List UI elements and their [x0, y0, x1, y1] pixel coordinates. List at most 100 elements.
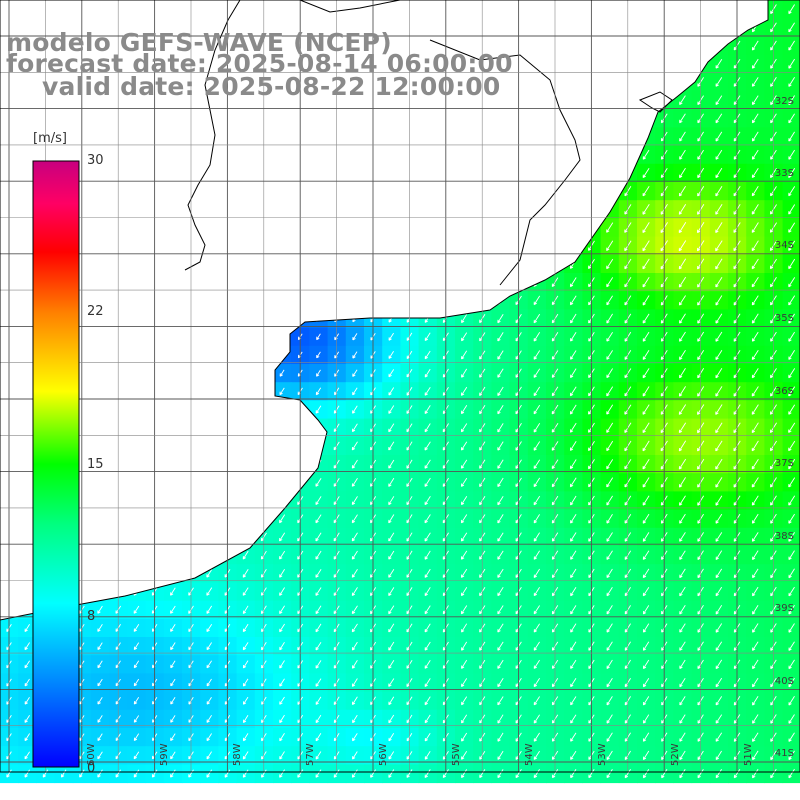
- wind-arrow: [460, 532, 468, 542]
- wind-arrow: [679, 659, 686, 669]
- wind-arrow: [497, 332, 504, 342]
- wind-arrow: [533, 623, 540, 633]
- wind-arrow: [461, 732, 468, 742]
- wind-arrow: [297, 769, 304, 778]
- wind-arrow: [497, 514, 504, 524]
- wind-arrow: [715, 386, 723, 397]
- wind-arrow: [461, 769, 468, 778]
- wind-arrow: [751, 477, 759, 488]
- wind-arrow: [715, 313, 723, 324]
- wind-arrow: [570, 568, 577, 578]
- wind-arrow: [788, 623, 795, 633]
- lat-label: 40S: [774, 676, 794, 687]
- wind-arrow: [788, 167, 796, 178]
- lat-lon-grid: [0, 0, 800, 772]
- wind-arrow: [678, 185, 686, 197]
- wind-arrow: [570, 769, 577, 779]
- wind-arrow: [679, 513, 686, 524]
- wind-arrow: [642, 295, 650, 306]
- wind-arrow: [388, 514, 395, 524]
- wind-arrow: [533, 441, 541, 451]
- wind-arrow: [97, 678, 103, 687]
- wind-arrow: [388, 532, 395, 542]
- wind-arrow: [533, 332, 541, 342]
- wind-arrow: [279, 678, 285, 687]
- wind-arrow: [570, 714, 577, 724]
- wind-arrow: [715, 550, 723, 560]
- wind-arrow: [788, 204, 796, 215]
- wind-arrow: [206, 678, 212, 687]
- wind-arrow: [788, 40, 795, 51]
- wind-arrow: [788, 750, 795, 761]
- wind-arrow: [170, 605, 176, 614]
- wind-arrow: [206, 605, 213, 614]
- wind-arrow: [515, 769, 522, 779]
- wind-arrow: [188, 769, 194, 778]
- wind-arrow: [242, 751, 249, 760]
- wind-arrow: [679, 550, 686, 560]
- wind-arrow: [570, 495, 577, 506]
- wind-arrow: [788, 495, 796, 506]
- wind-arrow: [788, 440, 796, 452]
- wind-arrow: [206, 660, 212, 669]
- wind-arrow: [569, 459, 577, 470]
- wind-arrow: [715, 149, 723, 160]
- wind-arrow: [97, 751, 103, 760]
- wind-arrow: [315, 733, 322, 742]
- wind-arrow: [569, 422, 577, 433]
- wind-arrow: [315, 405, 322, 414]
- wind-arrow: [679, 714, 686, 724]
- lon-label: 59W: [159, 743, 170, 766]
- wind-arrow: [715, 349, 723, 360]
- wind-arrow: [642, 331, 650, 342]
- wind-arrow: [352, 733, 358, 742]
- wind-arrow: [715, 58, 723, 69]
- wind-arrow: [460, 605, 468, 615]
- wind-arrow: [351, 605, 358, 615]
- wind-arrow: [497, 313, 504, 324]
- wind-arrow: [570, 732, 577, 742]
- wind-arrow: [606, 568, 613, 578]
- wind-arrow: [788, 386, 796, 397]
- wind-arrow: [606, 350, 613, 360]
- wind-arrow: [206, 642, 212, 651]
- wind-arrow: [679, 313, 686, 324]
- wind-arrow: [569, 386, 577, 397]
- wind-arrow: [533, 732, 540, 742]
- wind-arrow: [461, 368, 468, 378]
- wind-arrow: [388, 477, 395, 487]
- wind-arrow: [606, 331, 613, 342]
- wind-arrow: [551, 769, 559, 779]
- wind-arrow: [715, 495, 723, 506]
- wind-arrow: [715, 623, 723, 633]
- wind-arrow: [461, 659, 468, 669]
- wind-arrow: [606, 659, 613, 669]
- wind-arrow: [242, 569, 249, 578]
- wind-arrow: [788, 422, 796, 433]
- wind-arrow: [497, 587, 504, 597]
- wind-arrow: [170, 587, 176, 596]
- wind-arrow: [424, 568, 431, 578]
- wind-arrow: [424, 441, 431, 451]
- wind-arrow: [352, 351, 358, 359]
- wind-arrow: [715, 605, 723, 615]
- wind-arrow: [733, 768, 741, 779]
- wind-arrow: [170, 660, 176, 669]
- wind-arrow: [497, 641, 504, 651]
- wind-arrow: [388, 387, 395, 396]
- wind-arrow: [606, 623, 613, 633]
- wind-arrow: [606, 550, 613, 560]
- wind-arrow: [752, 714, 759, 724]
- wind-arrow: [606, 495, 613, 506]
- wind-arrow: [24, 751, 30, 760]
- wind-arrow: [24, 696, 30, 705]
- wind-arrow: [497, 750, 504, 760]
- wind-arrow: [533, 350, 541, 360]
- wind-arrow: [788, 459, 796, 470]
- wind-arrow: [788, 22, 795, 33]
- wind-arrow: [279, 605, 285, 614]
- wind-arrow: [497, 732, 504, 742]
- wind-arrow: [24, 623, 30, 632]
- wind-arrow: [606, 277, 614, 288]
- wind-arrow: [133, 697, 140, 705]
